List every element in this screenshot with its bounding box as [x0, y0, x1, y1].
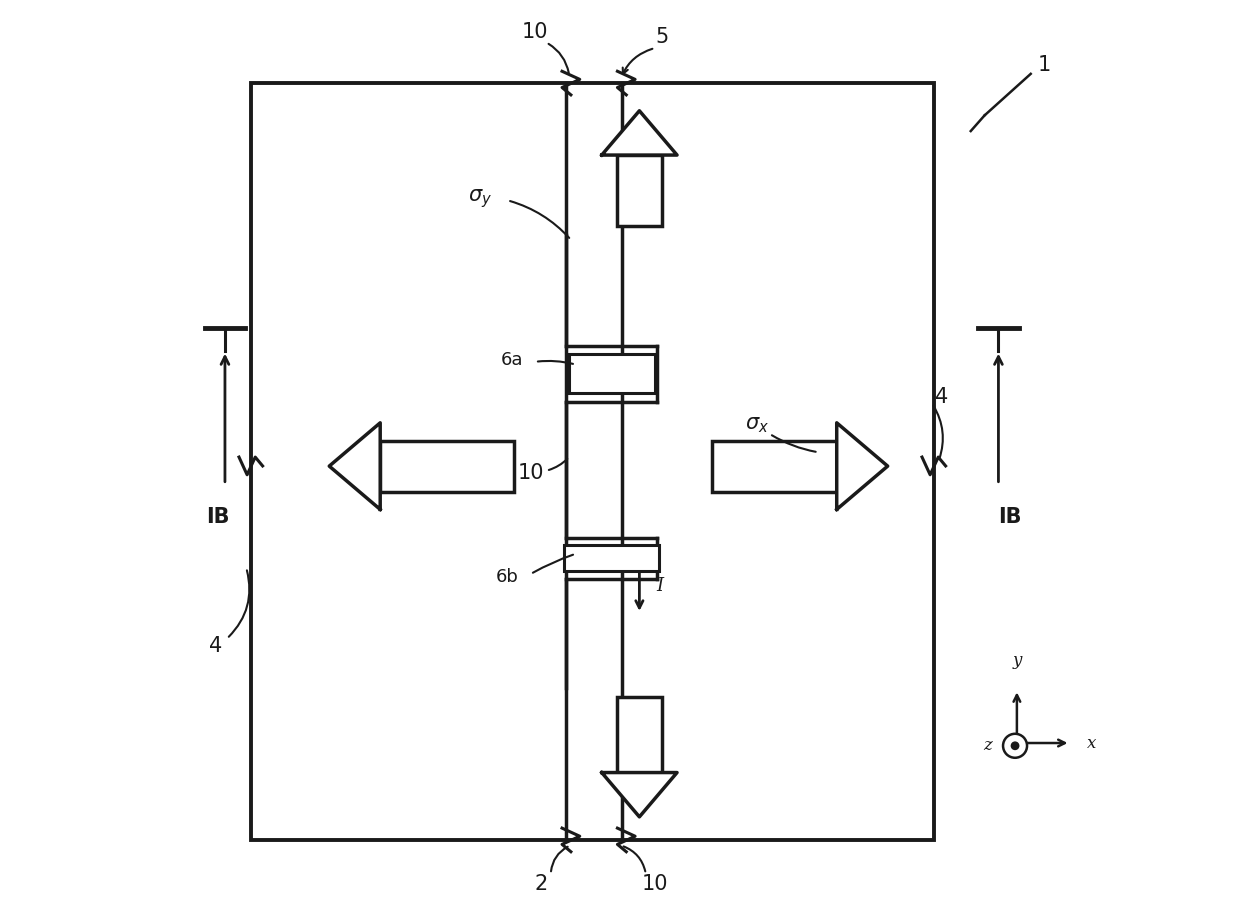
Text: 6b: 6b [496, 568, 518, 586]
Text: 5: 5 [655, 27, 668, 47]
FancyArrowPatch shape [622, 49, 652, 74]
Bar [381, 440, 513, 492]
Text: x: x [1087, 735, 1096, 751]
Bar [569, 354, 655, 393]
FancyArrowPatch shape [533, 555, 573, 573]
Text: 4: 4 [210, 636, 222, 656]
Bar [250, 83, 934, 840]
Polygon shape [837, 423, 888, 509]
FancyArrowPatch shape [934, 406, 942, 459]
Text: y: y [1012, 653, 1022, 669]
Text: I: I [656, 577, 663, 595]
Bar [618, 155, 661, 226]
Circle shape [1003, 734, 1027, 758]
Text: IB: IB [206, 507, 229, 527]
Bar [712, 440, 837, 492]
FancyArrowPatch shape [624, 846, 645, 871]
FancyArrowPatch shape [510, 201, 569, 238]
Text: 10: 10 [518, 462, 544, 483]
Bar [564, 545, 660, 571]
Polygon shape [601, 111, 677, 155]
Bar [618, 697, 661, 773]
FancyArrowPatch shape [551, 846, 568, 871]
Text: 10: 10 [522, 22, 548, 42]
Text: z: z [983, 737, 992, 754]
Text: 10: 10 [642, 874, 668, 894]
Text: 1: 1 [1038, 54, 1052, 75]
Text: 4: 4 [935, 387, 947, 407]
FancyArrowPatch shape [548, 44, 569, 73]
FancyArrowPatch shape [549, 459, 568, 470]
FancyArrowPatch shape [229, 570, 249, 637]
Polygon shape [601, 773, 677, 817]
Polygon shape [330, 423, 381, 509]
Text: $\sigma_y$: $\sigma_y$ [467, 187, 492, 210]
FancyArrowPatch shape [771, 436, 816, 451]
Text: IB: IB [998, 507, 1022, 527]
Text: 2: 2 [534, 874, 548, 894]
Text: 6a: 6a [501, 351, 523, 369]
FancyArrowPatch shape [538, 361, 573, 364]
Circle shape [1012, 742, 1019, 749]
Text: $\sigma_x$: $\sigma_x$ [744, 414, 769, 435]
